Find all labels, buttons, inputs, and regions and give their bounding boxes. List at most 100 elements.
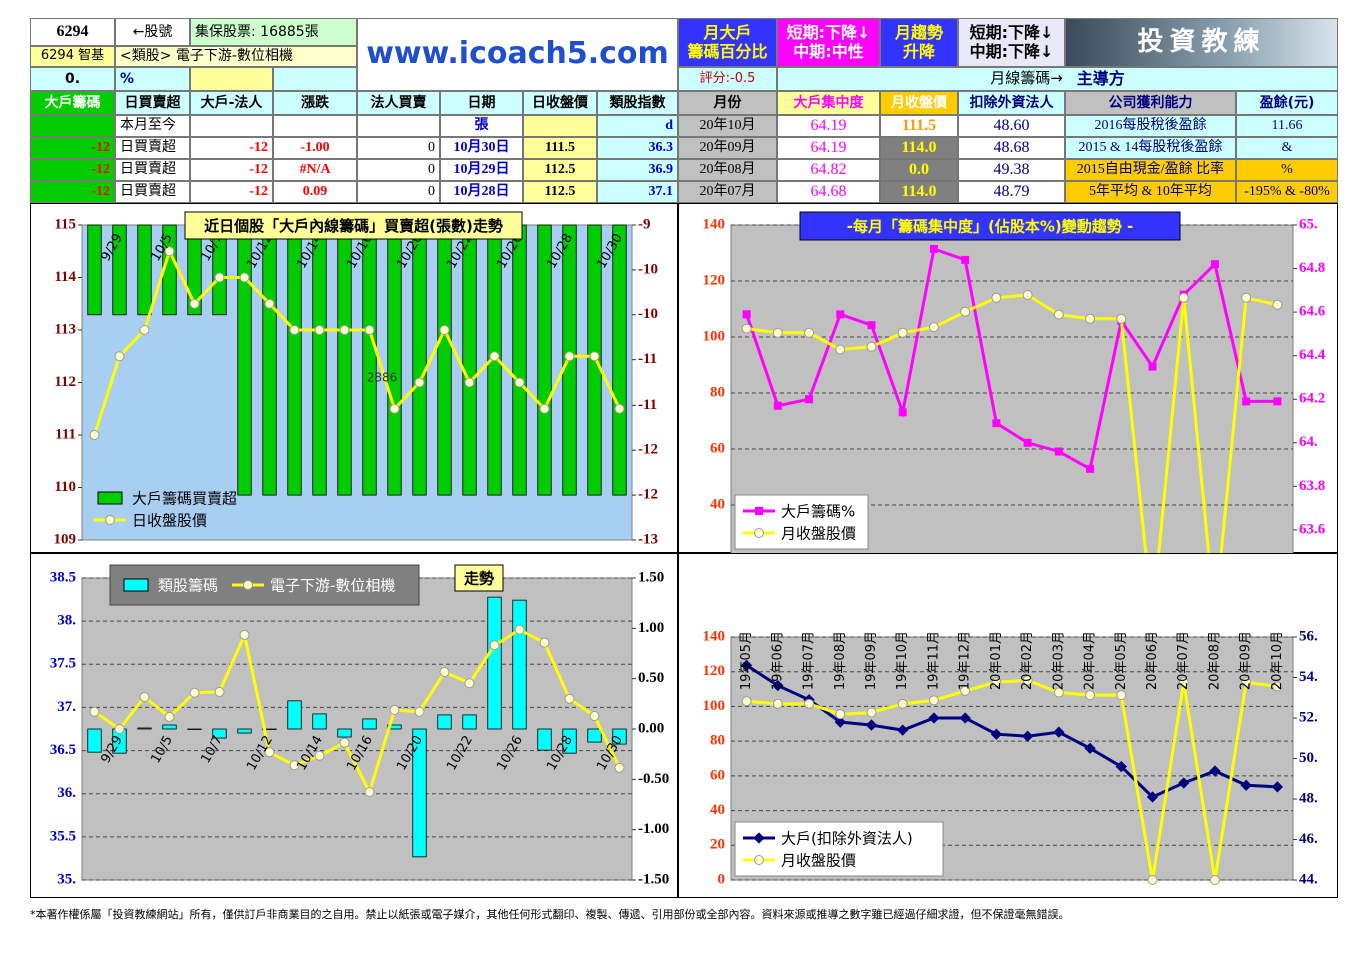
cell-text: 月趨勢	[894, 23, 943, 43]
cell-text: 114.0	[901, 138, 937, 156]
table-cell: 2016每股稅後盈餘	[1065, 115, 1236, 137]
tick-label: 35.5	[50, 828, 76, 844]
point	[514, 377, 525, 388]
point	[928, 322, 939, 333]
bar	[487, 596, 502, 730]
table-cell: 10月29日	[440, 159, 523, 181]
point	[364, 325, 375, 335]
table-cell: 20年09月	[678, 137, 777, 159]
legend-label: 大戶(扣除外資法人)	[781, 830, 913, 848]
footer: *本著作權係屬「投資教練網站」所有，僅供訂戶非商業目的之自用。禁止以紙張或電子媒…	[30, 908, 1070, 921]
cell-text: 10月29日	[453, 161, 510, 177]
table-cell: 64.82	[777, 159, 880, 181]
point	[805, 395, 814, 404]
tick-label: 63.6	[1299, 521, 1326, 537]
table-cell	[190, 115, 273, 137]
chart: 20 40 60 80 100 120 140 65. 64.8 64.6 64.4 64.2 64. 6…	[678, 203, 1338, 553]
cell-text: -12	[249, 183, 268, 199]
point	[960, 685, 971, 696]
cell-text: 2016每股稅後盈餘	[1094, 117, 1207, 133]
table-cell: 本月至今	[115, 115, 190, 137]
point	[1271, 781, 1284, 793]
cell-text: 48.79	[993, 182, 1030, 200]
tick-label: 48.	[1299, 790, 1318, 806]
tick-label: 140	[703, 628, 726, 644]
table-cell: 2015 & 14每股稅後盈餘	[1065, 137, 1236, 159]
cell-text: 法人買賣	[370, 94, 427, 111]
table-cell: 36.9	[597, 159, 678, 181]
point	[960, 306, 971, 317]
cell-text: 公司獲利能力	[1108, 94, 1193, 111]
x-tick-label: 19年11月	[926, 631, 941, 690]
cell-text: 升降	[902, 41, 935, 61]
table-cell: 20年08月	[678, 159, 777, 181]
cell-text: 扣除外資法人	[969, 94, 1054, 111]
table-cell	[273, 115, 357, 137]
bar	[287, 700, 302, 730]
table-cell: %	[1236, 159, 1338, 181]
cell-text: 投資教練	[1137, 26, 1266, 57]
bar	[537, 728, 552, 751]
cell-text: -12	[91, 183, 110, 199]
point	[1053, 687, 1064, 698]
tick-label: 40	[710, 802, 725, 818]
table-cell: -12	[30, 137, 115, 159]
x-tick-label: 19年07月	[802, 631, 817, 690]
tick-label: -0.50	[638, 771, 669, 787]
point	[614, 762, 625, 773]
column-header: 月份	[678, 91, 777, 115]
cell-text: 64.68	[810, 182, 847, 200]
bar	[437, 714, 452, 730]
tick-label: 114	[54, 269, 76, 285]
column-header: 類股指數	[597, 91, 678, 115]
tick-label: 65.	[1299, 216, 1318, 232]
line	[93, 628, 621, 796]
cell-text: -12	[249, 139, 268, 155]
point	[1242, 397, 1251, 406]
cell-text: &	[1281, 139, 1293, 155]
tick-label: 120	[703, 272, 726, 288]
cell-text: 36.9	[648, 161, 674, 177]
x-tick-label: 19年08月	[833, 631, 848, 690]
point	[164, 246, 175, 257]
cell-text: 64.19	[810, 138, 847, 156]
x-tick-label: 20年07月	[1176, 631, 1191, 690]
x-tick-label: 20年03月	[1051, 631, 1066, 690]
line	[745, 246, 1278, 472]
table-cell: ←股號	[115, 18, 190, 46]
point	[564, 693, 575, 704]
column-header: 扣除外資法人	[958, 91, 1065, 115]
bar	[237, 728, 252, 734]
x-tick-label: 19年09月	[864, 631, 879, 690]
point	[439, 667, 450, 678]
cell-text: 112.5	[544, 161, 576, 177]
point	[1210, 260, 1219, 269]
table-cell: #N/A	[273, 159, 357, 181]
point	[439, 325, 450, 335]
point	[990, 728, 1003, 740]
tick-label: 64.	[1299, 434, 1318, 450]
table-cell: -1.00	[273, 137, 357, 159]
title-box	[454, 564, 504, 592]
cell-text: 0	[428, 183, 435, 199]
bar	[362, 224, 377, 496]
table-cell: 36.3	[597, 137, 678, 159]
point	[991, 292, 1002, 303]
tick-label: 56.	[1299, 628, 1318, 644]
table-cell: 114.0	[880, 181, 958, 203]
point	[139, 692, 150, 703]
tick-label: 0	[718, 871, 726, 887]
legend-marker	[754, 528, 764, 538]
cell-text: 短期:下降↓	[786, 23, 871, 43]
x-tick-label: 20年09月	[1239, 631, 1254, 690]
tick-label: 37.	[57, 699, 76, 715]
table-cell: 112.5	[523, 181, 597, 203]
table-cell: 48.79	[958, 181, 1065, 203]
cell-text: 月線籌碼→	[990, 69, 1063, 88]
cell-text: 10月30日	[453, 139, 510, 155]
cell-text: -12	[91, 161, 110, 177]
tick-label: 115	[54, 216, 76, 232]
bar	[262, 224, 277, 496]
point	[114, 351, 125, 362]
x-tick-label: 19年10月	[895, 631, 910, 690]
